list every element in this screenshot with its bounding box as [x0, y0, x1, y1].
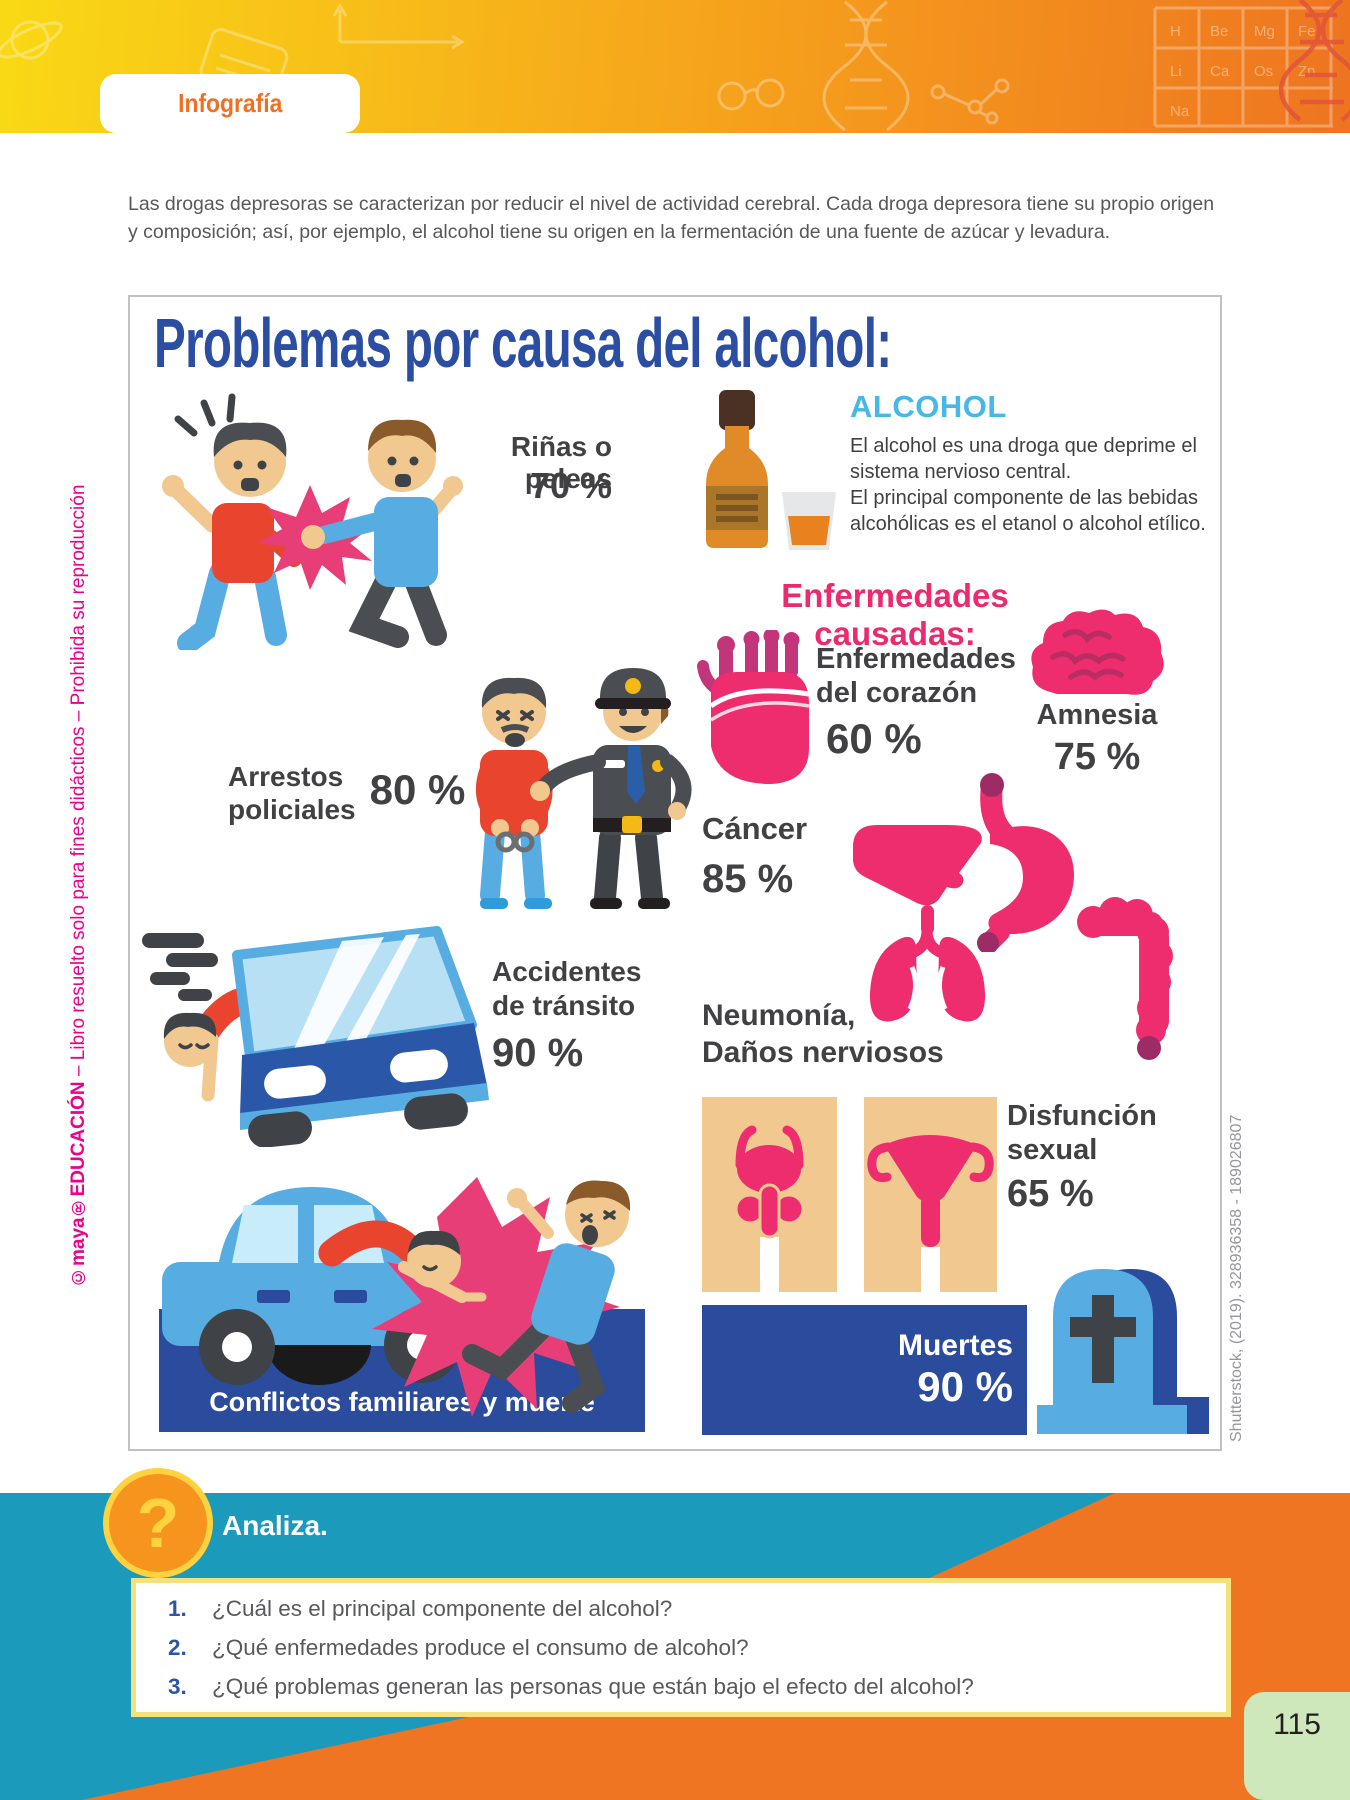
copyright-vertical-text: ©maya®EDUCACIÓN – Libro resuelto solo pa…	[68, 372, 102, 1287]
cancer-block: Cáncer 85 %	[702, 811, 807, 902]
svg-text:Na: Na	[1170, 103, 1190, 120]
intro-paragraph: Las drogas depresoras se caracterizan po…	[128, 192, 1215, 244]
section-tab: Infografía	[100, 74, 360, 133]
questions-box: 1. ¿Cuál es el principal componente del …	[131, 1578, 1231, 1717]
intestine-organ-icon	[1077, 897, 1173, 1060]
svg-text:H: H	[1170, 23, 1181, 40]
traffic-label: Accidentes de tránsito	[492, 956, 642, 1021]
page-header-banner: H Be Mg Fe Li Ca Os Zn Na Infografía	[0, 0, 1350, 133]
liver-organ-icon	[853, 825, 982, 906]
svg-text:Mg: Mg	[1254, 23, 1275, 40]
question-text: ¿Qué enfermedades produce el consumo de …	[212, 1634, 749, 1660]
image-credit-vertical-text: Shutterstock, (2019). 328936358 - 189026…	[1228, 1114, 1245, 1442]
section-tab-label: Infografía	[177, 88, 283, 118]
svg-text:Zn: Zn	[1298, 63, 1316, 80]
question-mark-icon: ?	[103, 1468, 213, 1578]
traffic-block: Accidentes de tránsito 90 %	[492, 955, 641, 1076]
sexual-dysfunction-percentage: 65 %	[1007, 1173, 1094, 1215]
page-number-tab: 115	[1244, 1692, 1350, 1800]
cancer-label: Cáncer	[702, 811, 808, 846]
page-number: 115	[1273, 1708, 1321, 1741]
stomach-organ-icon	[977, 773, 1074, 952]
copyright-note: – Libro resuelto solo para fines didácti…	[68, 484, 89, 1082]
publisher-logo: ©maya®EDUCACIÓN	[68, 1081, 89, 1287]
deaths-percentage: 90 %	[917, 1363, 1013, 1410]
alcohol-heading: ALCOHOL	[850, 389, 1007, 424]
question-number: 2.	[168, 1634, 187, 1660]
fight-illustration	[162, 393, 463, 650]
amnesia-label: Amnesia	[1036, 699, 1158, 731]
traffic-accident-illustration	[142, 926, 489, 1147]
heart-disease-label: Enfermedades del corazón	[816, 643, 1016, 709]
infographic-title: Problemas por causa del alcohol:	[154, 304, 892, 382]
sexual-dysfunction-block: Disfunción sexual 65 %	[1007, 1099, 1157, 1216]
svg-text:Fe: Fe	[1298, 23, 1316, 40]
pneumonia-label: Neumonía, Daños nerviosos	[702, 999, 944, 1069]
question-row: 3. ¿Qué problemas generan las personas q…	[168, 1674, 1226, 1700]
deaths-label: Muertes	[897, 1329, 1013, 1362]
question-row: 2. ¿Qué enfermedades produce el consumo …	[168, 1635, 1226, 1661]
amnesia-block: Amnesia 75 %	[1022, 699, 1172, 779]
whiskey-bottle-icon	[706, 390, 836, 550]
question-text: ¿Qué problemas generan las personas que …	[212, 1673, 974, 1699]
question-text: ¿Cuál es el principal componente del alc…	[212, 1595, 673, 1621]
heart-organ-icon	[697, 630, 810, 784]
arrests-block: Arrestos policiales 80 %	[228, 760, 465, 826]
police-arrest-illustration	[475, 668, 692, 909]
arrests-label: Arrestos policiales	[228, 761, 356, 825]
female-reproductive-panel	[864, 1097, 997, 1292]
arrests-percentage: 80 %	[369, 766, 466, 813]
deaths-band: Muertes 90 %	[702, 1305, 1027, 1435]
svg-text:Li: Li	[1170, 63, 1182, 80]
amnesia-percentage: 75 %	[1053, 736, 1141, 778]
question-number: 1.	[168, 1595, 187, 1621]
question-row: 1. ¿Cuál es el principal componente del …	[168, 1596, 1226, 1622]
alcohol-description: El alcohol es una droga que deprime el s…	[850, 435, 1206, 535]
fights-percentage: 70 %	[529, 465, 612, 506]
svg-text:Os: Os	[1254, 63, 1273, 80]
fights-label: Riñas o peleas	[510, 431, 612, 494]
traffic-percentage: 90 %	[492, 1031, 584, 1075]
infographic-box: Problemas por causa del alcohol:	[128, 295, 1222, 1451]
question-number: 3.	[168, 1673, 187, 1699]
science-doodles-icon: H Be Mg Fe Li Ca Os Zn Na	[0, 0, 1350, 132]
heart-disease-percentage: 60 %	[826, 715, 922, 762]
sexual-dysfunction-label: Disfunción sexual	[1007, 1100, 1157, 1166]
svg-text:Be: Be	[1210, 23, 1228, 40]
male-reproductive-panel	[702, 1097, 837, 1292]
tombstone-icon	[1037, 1269, 1209, 1434]
car-crash-illustration	[162, 1177, 631, 1417]
svg-text:Ca: Ca	[1210, 63, 1230, 80]
analyze-heading: Analiza.	[222, 1510, 328, 1541]
lungs-organ-icon	[869, 905, 986, 1022]
diseases-heading: Enfermedades causadas:	[781, 577, 1009, 652]
cancer-percentage: 85 %	[702, 857, 794, 901]
brain-organ-icon	[1031, 609, 1164, 695]
